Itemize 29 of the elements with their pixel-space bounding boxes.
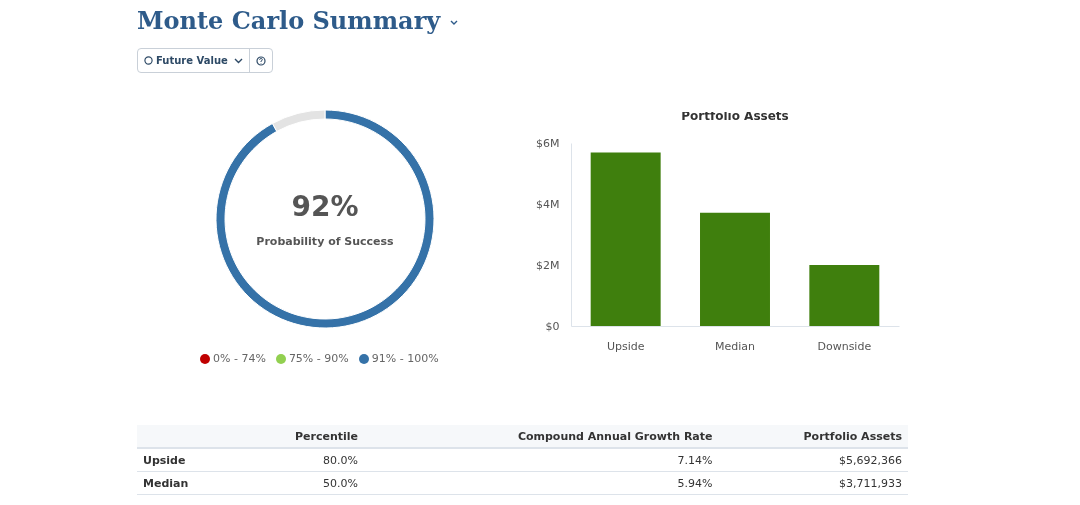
text: Portfolio Assets — [718, 425, 908, 448]
text: $3,711,933 — [718, 471, 908, 495]
y-tick-label: $0 — [545, 319, 560, 333]
x-tick-label: Median — [714, 339, 756, 353]
text: 5.94% — [364, 471, 719, 495]
text: 91% - 100% — [370, 352, 439, 365]
text: 0% - 74% — [212, 352, 266, 365]
text: 92% — [290, 190, 360, 223]
y-tick-label: $4M — [536, 197, 560, 211]
text: Median — [137, 471, 236, 495]
text: 75% - 90% — [287, 352, 349, 365]
x-tick-label: Downside — [817, 339, 872, 353]
y-tick-label: $2M — [536, 258, 560, 272]
text: 50.0% — [235, 471, 365, 495]
text: 7.14% — [364, 448, 719, 472]
bar — [809, 265, 880, 326]
donut-slice — [215, 109, 435, 329]
text: $5,692,366 — [718, 448, 908, 472]
text: 80.0% — [235, 448, 365, 472]
x-tick-label: Upside — [606, 339, 645, 353]
text: Future Value — [138, 49, 250, 72]
text: Percentile — [235, 425, 365, 448]
chart-title: Monte Carlo Summary — [137, 6, 442, 35]
text: Upside — [137, 448, 236, 472]
bar — [590, 152, 661, 326]
text: Probability of Success — [255, 235, 395, 248]
text: Compound Annual Growth Rate — [364, 425, 719, 448]
bar — [700, 212, 770, 326]
y-tick-label: $6M — [536, 136, 560, 150]
